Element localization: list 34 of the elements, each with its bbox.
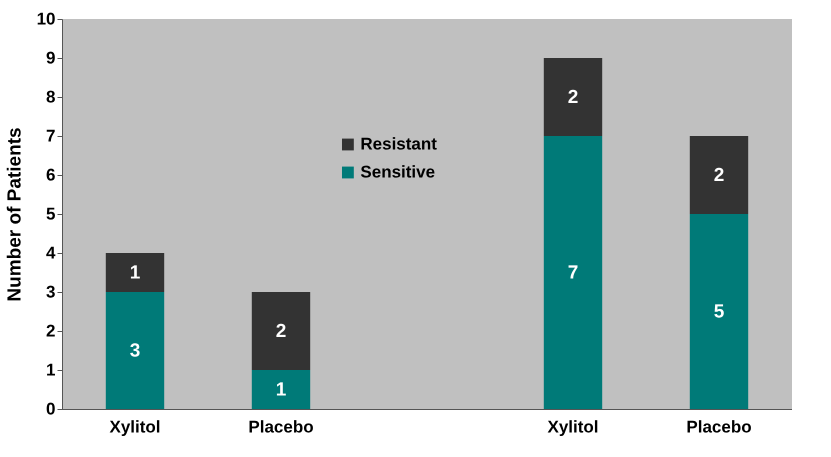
y-tick-label: 3 [46,282,56,302]
y-tick-label: 8 [46,88,56,106]
data-label: 1 [130,262,141,284]
bar [544,58,602,136]
bar [252,292,310,370]
y-tick-label: 0 [46,400,56,418]
y-tick-label: 1 [46,360,56,380]
y-tick-label: 10 [36,10,56,28]
y-axis-title: Number of Patients [4,127,26,302]
data-label: 2 [714,165,724,186]
y-tick-label: 9 [46,48,56,68]
y-tick-label: 2 [46,322,56,340]
bar [252,370,310,409]
bar [106,253,164,292]
data-label: 3 [130,340,140,362]
x-tick-label: Xylitol [109,418,161,436]
data-label: 7 [568,262,578,284]
data-label: 5 [714,302,725,322]
legend-label: Sensitive [360,162,436,182]
x-tick-label: Xylitol [547,418,599,436]
data-label: 2 [276,321,286,342]
x-tick-label: Placebo [686,418,752,436]
y-tick-label: 4 [46,244,56,262]
data-label: 2 [568,87,578,108]
y-tick-label: 5 [46,204,56,224]
bar [690,136,748,214]
legend-label: Resistant [360,134,438,154]
x-tick-label: Placebo [248,418,314,436]
y-tick-label: 6 [46,166,56,184]
bar [544,136,602,409]
bar [106,292,164,409]
y-tick-label: 7 [46,126,56,146]
bar [690,214,748,409]
data-label: 1 [276,380,287,400]
